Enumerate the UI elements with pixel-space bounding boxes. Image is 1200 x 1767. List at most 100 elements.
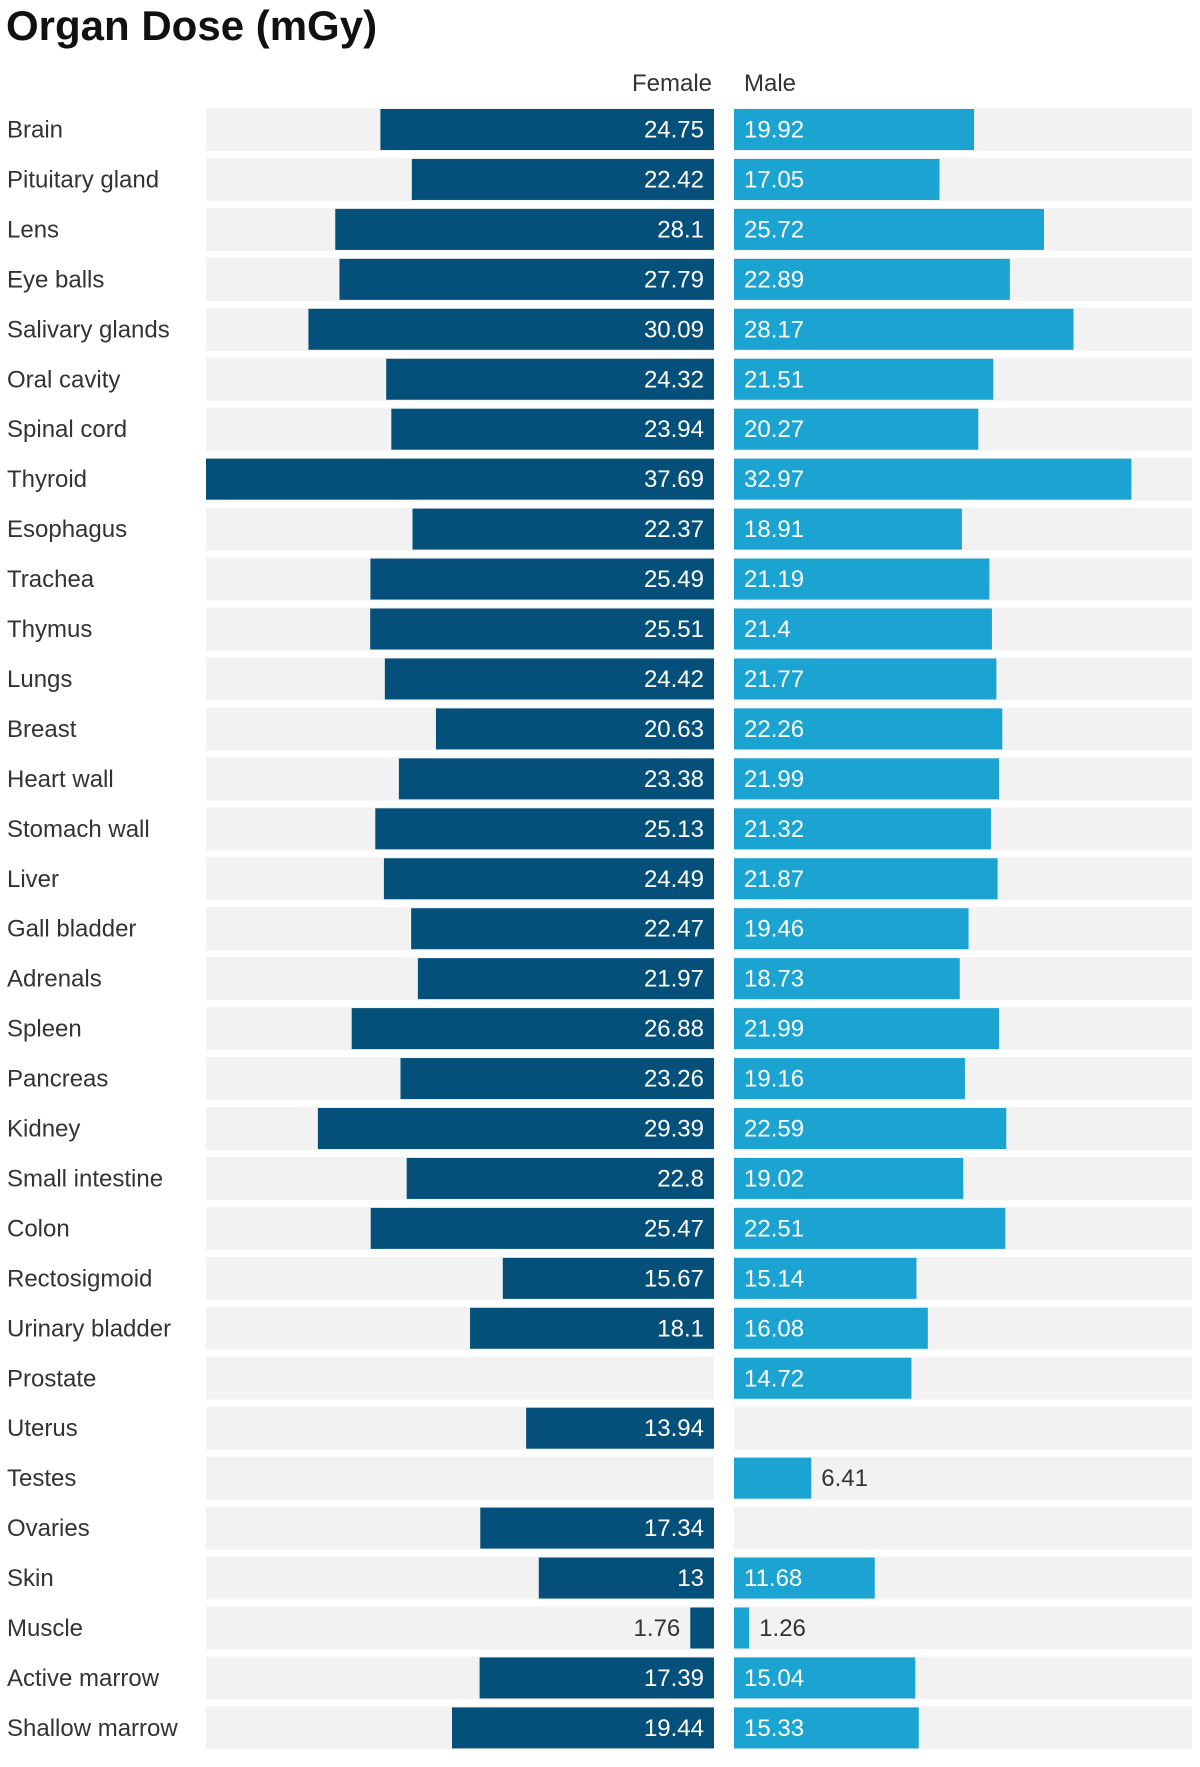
bar-female-thyroid xyxy=(206,458,714,500)
category-label-oral-cavity: Oral cavity xyxy=(7,366,120,393)
value-label-male-adrenals: 18.73 xyxy=(744,966,804,993)
value-label-male-prostate: 14.72 xyxy=(744,1365,804,1392)
legend-female: Female xyxy=(632,70,712,97)
value-label-female-colon: 25.47 xyxy=(644,1215,704,1242)
value-label-male-spinal-cord: 20.27 xyxy=(744,416,804,443)
value-label-female-lungs: 24.42 xyxy=(644,666,704,693)
bar-female-thymus xyxy=(370,608,714,650)
category-label-urinary-bladder: Urinary bladder xyxy=(7,1315,171,1342)
value-label-male-thyroid: 32.97 xyxy=(744,466,804,493)
bar-male-adrenals xyxy=(734,958,960,1000)
value-label-male-kidney: 22.59 xyxy=(744,1116,804,1143)
bar-female-colon xyxy=(370,1207,714,1249)
bar-female-lens xyxy=(335,208,714,250)
bar-male-active-marrow xyxy=(734,1657,916,1699)
value-label-male-active-marrow: 15.04 xyxy=(744,1665,804,1692)
bar-male-stomach-wall xyxy=(734,808,991,850)
bar-male-skin xyxy=(734,1557,875,1599)
category-label-spinal-cord: Spinal cord xyxy=(7,416,127,443)
value-label-male-muscle: 1.26 xyxy=(759,1615,806,1642)
bar-female-stomach-wall xyxy=(375,808,714,850)
bar-male-spinal-cord xyxy=(734,408,979,450)
value-label-male-lungs: 21.77 xyxy=(744,666,804,693)
value-label-female-thymus: 25.51 xyxy=(644,616,704,643)
bar-male-pituitary-gland xyxy=(734,158,940,200)
value-label-female-small-intestine: 22.8 xyxy=(657,1165,704,1192)
value-label-female-stomach-wall: 25.13 xyxy=(644,816,704,843)
value-label-female-lens: 28.1 xyxy=(657,216,704,243)
bar-male-esophagus xyxy=(734,508,962,550)
value-label-male-pancreas: 19.16 xyxy=(744,1066,804,1093)
category-label-heart-wall: Heart wall xyxy=(7,766,114,793)
value-label-male-urinary-bladder: 16.08 xyxy=(744,1315,804,1342)
value-label-female-heart-wall: 23.38 xyxy=(644,766,704,793)
value-label-male-salivary-glands: 28.17 xyxy=(744,316,804,343)
category-label-eye-balls: Eye balls xyxy=(7,266,104,293)
value-label-male-eye-balls: 22.89 xyxy=(744,266,804,293)
bar-female-rectosigmoid xyxy=(502,1257,714,1299)
value-label-female-spleen: 26.88 xyxy=(644,1016,704,1043)
value-label-male-breast: 22.26 xyxy=(744,716,804,743)
bar-male-kidney xyxy=(734,1108,1007,1149)
bar-female-skin xyxy=(538,1557,714,1599)
category-label-pituitary-gland: Pituitary gland xyxy=(7,166,159,193)
bar-female-oral-cavity xyxy=(386,358,714,400)
value-label-female-thyroid: 37.69 xyxy=(644,466,704,493)
bar-female-liver xyxy=(383,858,714,900)
value-label-female-trachea: 25.49 xyxy=(644,566,704,593)
value-label-male-skin: 11.68 xyxy=(744,1565,802,1592)
bar-female-muscle xyxy=(690,1607,714,1649)
value-label-male-colon: 22.51 xyxy=(744,1215,804,1242)
value-label-female-liver: 24.49 xyxy=(644,866,704,893)
bar-female-pancreas xyxy=(400,1058,714,1100)
value-label-male-rectosigmoid: 15.14 xyxy=(744,1265,804,1292)
bar-male-thyroid xyxy=(734,458,1132,500)
value-label-female-shallow-marrow: 19.44 xyxy=(644,1715,704,1742)
value-label-female-ovaries: 17.34 xyxy=(644,1515,704,1542)
bar-female-salivary-glands xyxy=(308,308,714,350)
value-label-female-adrenals: 21.97 xyxy=(644,966,704,993)
category-label-colon: Colon xyxy=(7,1215,70,1242)
category-label-breast: Breast xyxy=(7,716,77,743)
value-label-female-brain: 24.75 xyxy=(644,117,704,144)
legend-male: Male xyxy=(744,70,796,97)
value-label-female-pancreas: 23.26 xyxy=(644,1066,704,1093)
bar-male-small-intestine xyxy=(734,1157,964,1199)
value-label-female-breast: 20.63 xyxy=(644,716,704,743)
value-label-male-thymus: 21.4 xyxy=(744,616,791,643)
bar-male-testes xyxy=(734,1457,812,1499)
bar-female-gall-bladder xyxy=(411,908,714,950)
category-label-rectosigmoid: Rectosigmoid xyxy=(7,1265,152,1292)
bar-male-liver xyxy=(734,858,998,900)
row-bg-female-muscle xyxy=(206,1606,714,1650)
category-label-lungs: Lungs xyxy=(7,666,72,693)
bar-male-thymus xyxy=(734,608,992,650)
category-label-lens: Lens xyxy=(7,216,59,243)
value-label-male-heart-wall: 21.99 xyxy=(744,766,804,793)
bar-female-pituitary-gland xyxy=(411,158,714,200)
category-label-prostate: Prostate xyxy=(7,1365,96,1392)
value-label-female-urinary-bladder: 18.1 xyxy=(657,1315,704,1342)
category-label-esophagus: Esophagus xyxy=(7,516,127,543)
bar-male-eye-balls xyxy=(734,258,1010,300)
value-label-female-uterus: 13.94 xyxy=(644,1415,704,1442)
bar-male-heart-wall xyxy=(734,758,1000,800)
category-label-uterus: Uterus xyxy=(7,1415,78,1442)
value-label-female-spinal-cord: 23.94 xyxy=(644,416,704,443)
bar-female-urinary-bladder xyxy=(470,1307,714,1349)
bar-female-brain xyxy=(380,109,714,150)
bar-male-urinary-bladder xyxy=(734,1307,928,1349)
bar-female-esophagus xyxy=(412,508,714,550)
value-label-male-trachea: 21.19 xyxy=(744,566,804,593)
category-label-testes: Testes xyxy=(7,1465,76,1492)
value-label-female-pituitary-gland: 22.42 xyxy=(644,166,704,193)
row-bg-male-ovaries xyxy=(734,1506,1192,1550)
bar-female-breast xyxy=(435,708,714,750)
value-label-female-oral-cavity: 24.32 xyxy=(644,366,704,393)
bar-male-pancreas xyxy=(734,1058,965,1100)
bar-female-active-marrow xyxy=(479,1657,714,1699)
category-label-brain: Brain xyxy=(7,117,63,144)
bar-male-prostate xyxy=(734,1357,912,1399)
value-label-female-esophagus: 22.37 xyxy=(644,516,704,543)
